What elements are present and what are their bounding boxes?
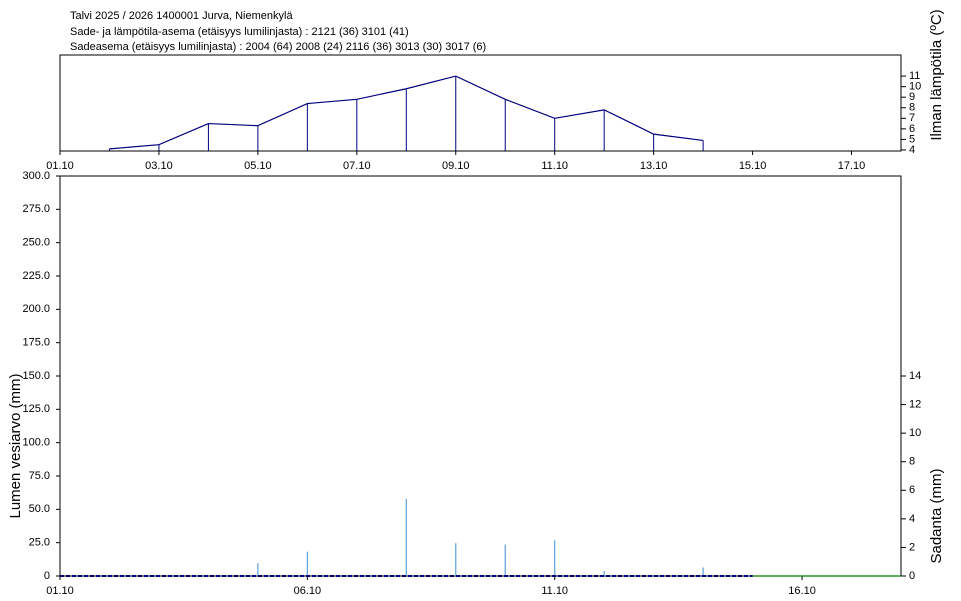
x-tick-label: 16.10 [788, 585, 816, 597]
y-tick-label: 200.0 [22, 303, 50, 315]
y2-tick-label: 11 [909, 70, 920, 82]
y2-axis-label: Sadanta (mm) [928, 468, 945, 563]
y2-tick-label: 8 [909, 456, 915, 468]
x-tick-label: 11.10 [541, 160, 568, 172]
y2-tick-label: 4 [909, 144, 915, 156]
x-tick-label: 09.10 [442, 160, 470, 172]
data-line [109, 75, 704, 150]
y2-tick-label: 6 [909, 123, 915, 135]
y-tick-label: 250.0 [22, 237, 50, 249]
y2-tick-label: 7 [909, 112, 915, 124]
y-tick-label: 50.0 [29, 503, 50, 515]
y-tick-label: 150.0 [22, 370, 50, 382]
x-tick-label: 13.10 [640, 160, 668, 172]
y-tick-label: 100.0 [22, 437, 50, 449]
x-tick-label: 01.10 [46, 585, 74, 597]
y-tick-label: 125.0 [22, 403, 50, 415]
x-tick-label: 06.10 [294, 585, 322, 597]
y-tick-label: 175.0 [22, 337, 50, 349]
y-tick-label: 25.0 [29, 537, 50, 549]
y2-tick-label: 10 [909, 427, 921, 439]
y2-tick-label: 0 [909, 570, 915, 582]
x-tick-label: 07.10 [343, 160, 371, 172]
y-tick-label: 75.0 [29, 470, 50, 482]
x-tick-label: 15.10 [739, 160, 767, 172]
header-line: Talvi 2025 / 2026 1400001 Jurva, Niemenk… [70, 10, 293, 22]
header-line: Sade- ja lämpötila-asema (etäisyys lumil… [70, 26, 409, 38]
x-tick-label: 05.10 [244, 160, 272, 172]
y2-tick-label: 2 [909, 541, 915, 553]
y2-tick-label: 9 [909, 91, 915, 103]
y2-axis-label: Ilman lämpötila (ºC) [928, 9, 945, 140]
y2-tick-label: 10 [909, 81, 921, 93]
y2-tick-label: 6 [909, 484, 915, 496]
x-tick-label: 01.10 [46, 160, 74, 172]
y-tick-label: 275.0 [22, 203, 50, 215]
y-tick-label: 0 [44, 570, 50, 582]
y2-tick-label: 8 [909, 102, 915, 114]
x-tick-label: 17.10 [838, 160, 866, 172]
y2-tick-label: 14 [909, 370, 921, 382]
y2-tick-label: 4 [909, 513, 915, 525]
y-tick-label: 225.0 [22, 270, 50, 282]
header-line: Sadeasema (etäisyys lumilinjasta) : 2004… [70, 41, 486, 53]
plot-frame [59, 54, 902, 152]
y-axis-label: Lumen vesiarvo (mm) [7, 373, 24, 518]
y-tick-label: 300.0 [22, 170, 50, 182]
x-tick-label: 11.10 [541, 585, 568, 597]
y2-tick-label: 5 [909, 133, 915, 145]
x-tick-label: 03.10 [145, 160, 173, 172]
y2-tick-label: 12 [909, 398, 921, 410]
plot-frame [59, 175, 902, 577]
